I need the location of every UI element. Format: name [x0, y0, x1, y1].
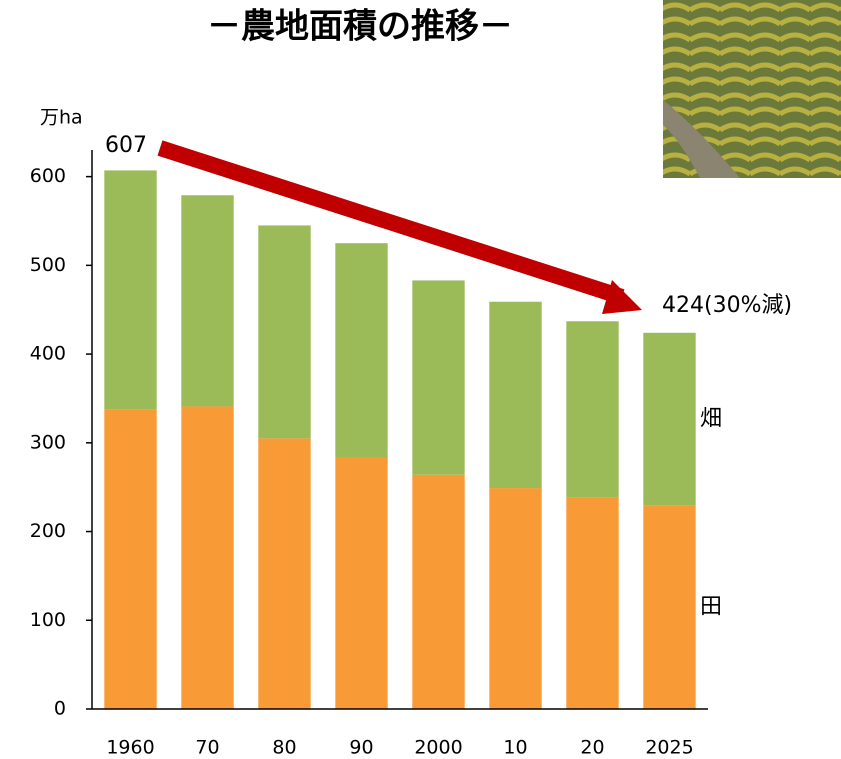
bar-segment — [258, 225, 310, 438]
bar-segment — [643, 506, 695, 709]
y-tick-label: 500 — [30, 254, 66, 276]
photo — [663, 0, 841, 178]
y-tick-label: 0 — [54, 698, 66, 720]
x-tick-label: 2000 — [414, 737, 462, 759]
annotation: 607 — [105, 133, 147, 158]
bar-segment — [412, 475, 464, 709]
x-tick-label: 80 — [272, 737, 296, 759]
bar-segment — [643, 333, 695, 506]
x-tick-label: 2025 — [645, 737, 693, 759]
y-tick-label: 200 — [30, 520, 66, 542]
bar-segment — [566, 321, 618, 498]
x-tick-label: 90 — [349, 737, 373, 759]
legend-label: 畑 — [700, 406, 722, 431]
bar-segment — [335, 457, 387, 709]
x-tick-label: 20 — [580, 737, 604, 759]
bar-segment — [104, 170, 156, 409]
x-tick-label: 10 — [503, 737, 527, 759]
bar-segment — [258, 438, 310, 709]
bar-segment — [181, 406, 233, 709]
annotation: 424(30%減) — [662, 293, 792, 318]
bar-segment — [489, 302, 541, 488]
chart: －農地面積の推移－ 万ha 607 424(30%減) 0 100 200 300 40… — [0, 0, 841, 759]
chart-title: －農地面積の推移－ — [207, 7, 513, 47]
bar-segment — [181, 195, 233, 406]
x-tick-label: 1960 — [106, 737, 154, 759]
bar-segment — [104, 409, 156, 709]
y-tick-label: 100 — [30, 609, 66, 631]
y-tick-label: 600 — [30, 165, 66, 187]
x-tick-label: 70 — [195, 737, 219, 759]
bar-segment — [566, 498, 618, 709]
y-axis-label: 万ha — [40, 107, 83, 129]
y-tick-label: 300 — [30, 431, 66, 453]
bar-segment — [412, 280, 464, 474]
legend-label: 田 — [700, 594, 722, 619]
bar-segment — [489, 488, 541, 709]
bar-segment — [335, 243, 387, 457]
y-tick-label: 400 — [30, 343, 66, 365]
